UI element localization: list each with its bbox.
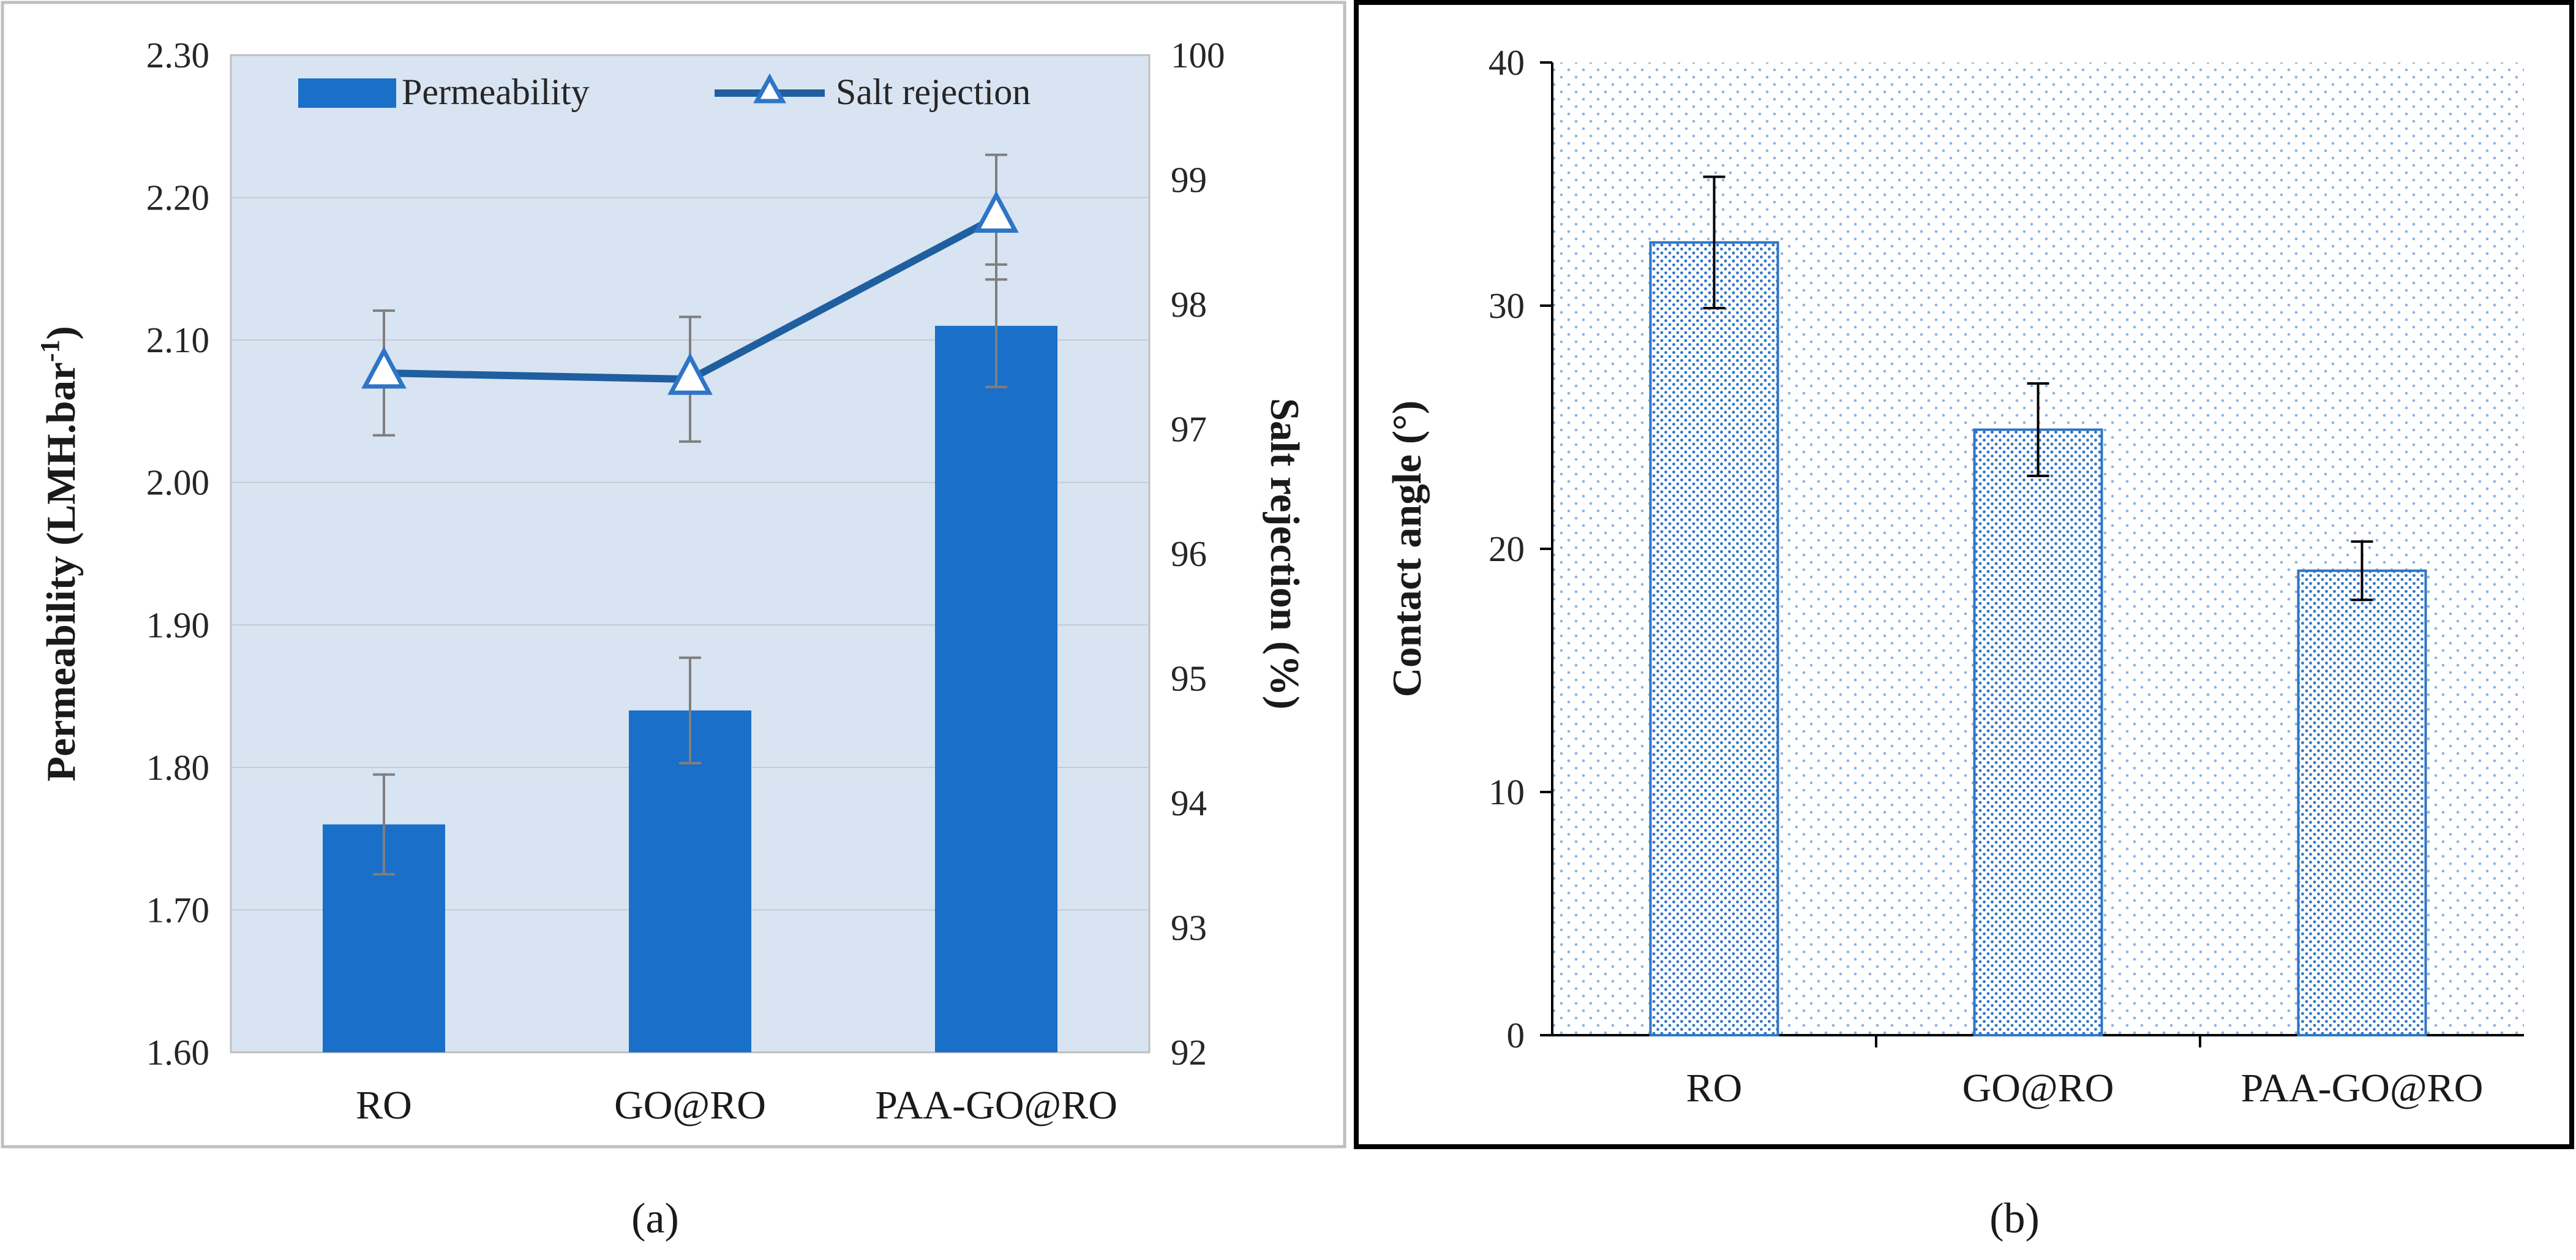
panel-a-y-axis-title: Permeability (LMH.bar-1) — [35, 326, 84, 782]
panel-a-y-tick-label: 2.30 — [146, 35, 209, 75]
permeability-bar-go-ro — [629, 710, 751, 1052]
contact-angle-bar-go-ro — [1973, 428, 2103, 1036]
contact-angle-bar-paa-go-ro — [2297, 569, 2427, 1036]
panel-b-y-tick-label: 20 — [1489, 529, 1525, 569]
panel-a-frame — [1, 1, 1346, 1149]
legend-triangle-marker-icon — [753, 73, 786, 104]
panel-a-y2-tick-label: 98 — [1171, 284, 1207, 325]
panel-a-y-tick-label: 1.70 — [146, 889, 209, 930]
panel-a-caption: (a) — [631, 1195, 679, 1242]
contact-angle-bars — [1649, 175, 2427, 1036]
salt-rejection-point-go-ro — [667, 352, 713, 395]
panel-a-y-tick-label: 1.80 — [146, 747, 209, 788]
panel-a-y-tick-label: 1.90 — [146, 605, 209, 645]
panel-b-y-tick-label: 40 — [1489, 42, 1525, 83]
panel-b-y-tick-label: 30 — [1489, 285, 1525, 326]
panel-a-axis-ticks: 1.60 1.70 1.80 1.90 2.00 2.10 2.20 2.30 92 93 94 95… — [146, 35, 1225, 1128]
panel-b-y-axis-title: Contact angle (°) — [1384, 401, 1430, 698]
contact-angle-bar-ro — [1649, 241, 1779, 1036]
panel-b-axis-ticks: 0 10 20 30 40 RO GO@RO PAA-GO@RO — [1489, 42, 2483, 1111]
panel-a-y2-tick-label: 95 — [1171, 658, 1207, 699]
panel-a-y2-tick-label: 99 — [1171, 160, 1207, 200]
panel-a-y2-tick-label: 97 — [1171, 409, 1207, 450]
panel-b-caption: (b) — [1989, 1195, 2040, 1242]
panel-a-y2-tick-label: 92 — [1171, 1032, 1207, 1073]
panel-a-x-tick-label-ro: RO — [356, 1083, 412, 1128]
panel-a-x-tick-label-go-ro: GO@RO — [614, 1083, 766, 1128]
panel-b-x-tick-label-go-ro: GO@RO — [1962, 1066, 2114, 1111]
panel-a-y2-tick-label: 94 — [1171, 783, 1207, 823]
salt-rejection-series — [361, 153, 1019, 443]
panel-a: 1.60 1.70 1.80 1.90 2.00 2.10 2.20 2.30 92 93 94 95… — [1, 1, 1346, 1242]
panel-a-y2-axis-title: Salt rejection (%) — [1262, 398, 1307, 710]
panel-b: 0 10 20 30 40 RO GO@RO PAA-GO@RO Contact angle … — [1354, 0, 2574, 1242]
legend-salt-rejection-label: Salt rejection — [836, 72, 1031, 112]
panel-a-x-tick-label-paa-go-ro: PAA-GO@RO — [875, 1083, 1117, 1128]
panel-b-x-tick-label-paa-go-ro: PAA-GO@RO — [2241, 1066, 2484, 1111]
salt-rejection-point-ro — [361, 346, 407, 389]
legend-permeability-label: Permeability — [402, 72, 590, 112]
panel-a-y-tick-label: 2.00 — [146, 462, 209, 503]
panel-a-y2-tick-label: 93 — [1171, 908, 1207, 948]
panel-a-y-tick-label: 1.60 — [146, 1032, 209, 1073]
permeability-bars — [323, 263, 1057, 1052]
panel-b-y-tick-label: 10 — [1489, 772, 1525, 812]
panel-a-y2-tick-label: 100 — [1171, 35, 1225, 75]
panel-a-y-tick-label: 2.20 — [146, 178, 209, 218]
panel-b-frame — [1354, 0, 2574, 1149]
panel-a-legend: Permeability Salt rejection — [298, 72, 1031, 112]
panel-a-y-tick-label: 2.10 — [146, 320, 209, 360]
legend-permeability-swatch — [298, 78, 396, 108]
panel-b-x-tick-label-ro: RO — [1686, 1066, 1743, 1111]
salt-rejection-point-paa-go-ro — [974, 191, 1019, 233]
permeability-bar-paa-go-ro — [935, 325, 1057, 1052]
panel-a-y2-tick-label: 96 — [1171, 534, 1207, 574]
panel-b-y-tick-label: 0 — [1507, 1015, 1525, 1055]
